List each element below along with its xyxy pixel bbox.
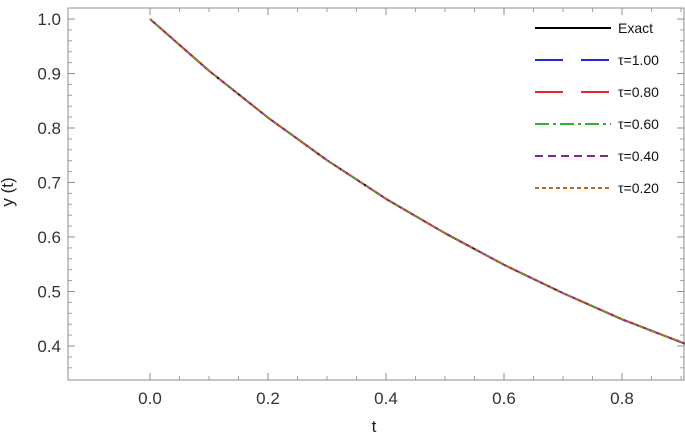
y-tick-label: 0.6 [37, 228, 61, 247]
legend-label-2: τ=1.00 [618, 52, 659, 68]
y-tick-label: 0.4 [37, 337, 61, 356]
plot-frame [67, 7, 685, 381]
y-tick-label: 0.7 [37, 174, 61, 193]
x-axis-ticks: 0.00.20.40.60.81.0 [138, 8, 682, 408]
legend-label-4: τ=0.60 [618, 116, 659, 132]
series-lines [149, 18, 685, 345]
legend-label-6: τ=0.20 [618, 180, 659, 196]
y-axis-ticks: 0.4 0.5 0.6 0.7 0.8 0.9 1.0 [37, 7, 684, 369]
series-line-6 [149, 18, 685, 345]
legend-label-1: Exact [618, 20, 653, 36]
x-tick-label: 0.4 [374, 389, 398, 408]
y-tick-label: 0.8 [37, 119, 61, 138]
legend-label-3: τ=0.80 [618, 84, 659, 100]
x-tick-label: 0.2 [256, 389, 280, 408]
legend: Exact τ=1.00 τ=0.80 τ=0.60 τ=0.40 τ=0.20 [535, 20, 659, 196]
x-axis-label: t [372, 417, 377, 436]
x-tick-label: 0.8 [610, 389, 634, 408]
plot-border [67, 7, 685, 381]
x-tick-label: 0.0 [138, 389, 162, 408]
legend-label-5: τ=0.40 [618, 148, 659, 164]
y-tick-label: 0.5 [37, 283, 61, 302]
y-tick-label: 0.9 [37, 65, 61, 84]
series-line-4 [149, 18, 685, 345]
x-tick-label: 0.6 [492, 389, 516, 408]
y-axis-label: y (t) [0, 177, 17, 206]
y-tick-label: 1.0 [37, 10, 61, 29]
